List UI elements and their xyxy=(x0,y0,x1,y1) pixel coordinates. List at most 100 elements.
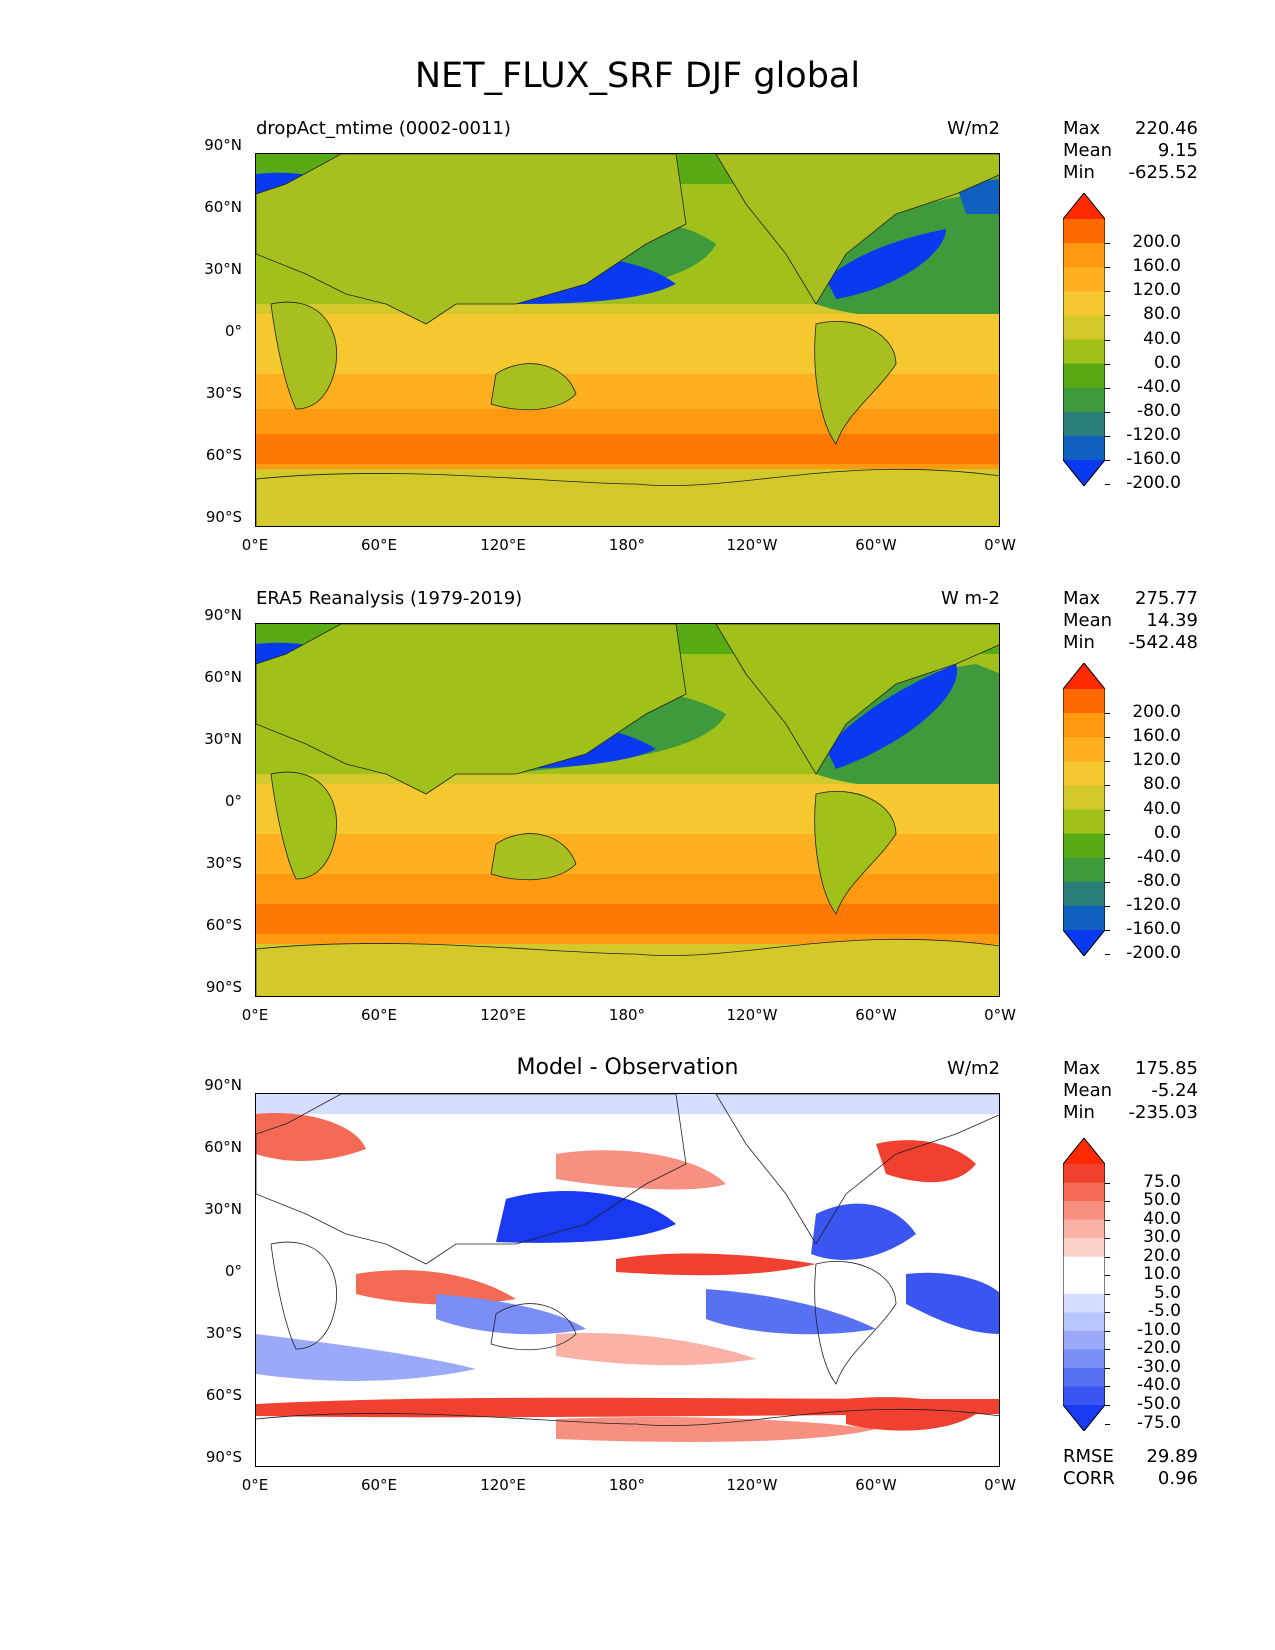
figure-title: NET_FLUX_SRF DJF global xyxy=(414,56,861,96)
lat-label: 60°S xyxy=(205,446,242,464)
lat-label: 60°N xyxy=(204,198,242,216)
rmse-label: RMSE xyxy=(1063,1446,1114,1467)
stat-min: -235.03 xyxy=(1128,1102,1198,1123)
panel-units: W m-2 xyxy=(940,588,1000,609)
colorbar-extend-min xyxy=(1063,1405,1105,1431)
colorbar-label: 160.0 xyxy=(1132,256,1181,277)
colorbar-tick xyxy=(1105,1275,1110,1277)
colorbar-tick xyxy=(1105,1330,1110,1332)
colorbar-tick xyxy=(1105,1349,1110,1351)
colorbar-tick xyxy=(1105,291,1110,293)
colorbar-tick xyxy=(1105,243,1110,245)
lon-label: 0°W xyxy=(984,1476,1016,1494)
colorbar-label: 5.0 xyxy=(1153,1282,1181,1303)
colorbar-label: 50.0 xyxy=(1143,1190,1181,1211)
colorbar-tick xyxy=(1105,833,1110,835)
colorbar-segment xyxy=(1063,761,1105,786)
colorbar-segment xyxy=(1063,411,1105,437)
colorbar-tick xyxy=(1105,930,1110,931)
map-difference-field xyxy=(256,1094,999,1466)
colorbar-label: 160.0 xyxy=(1132,726,1181,747)
panel-model: dropAct_mtime (0002-0011) W/m2 xyxy=(0,118,1275,588)
map-model xyxy=(255,153,1000,527)
stat-min-label: Min xyxy=(1063,162,1095,183)
colorbar-tick xyxy=(1105,1182,1110,1184)
colorbar-tick xyxy=(1105,1405,1110,1406)
lat-label: 90°N xyxy=(204,1076,242,1094)
colorbar-tick xyxy=(1105,761,1110,763)
colorbar-segment xyxy=(1063,1238,1105,1258)
error-stats: RMSE 29.89 CORR 0.96 xyxy=(1063,1446,1198,1490)
lat-label: 60°S xyxy=(205,916,242,934)
stat-mean: -5.24 xyxy=(1151,1080,1198,1101)
colorbar-label: -75.0 xyxy=(1137,1412,1181,1433)
colorbar-segment xyxy=(1063,785,1105,810)
colorbar-label: -5.0 xyxy=(1147,1301,1181,1322)
colorbar-segment xyxy=(1063,387,1105,413)
lat-label: 30°S xyxy=(205,1324,242,1342)
colorbar-segment xyxy=(1063,1312,1105,1332)
colorbar-extend-max xyxy=(1063,1138,1105,1164)
colorbar-label: 40.0 xyxy=(1143,328,1181,349)
colorbar-label: 120.0 xyxy=(1132,280,1181,301)
colorbar-tick xyxy=(1105,905,1110,907)
colorbar-label: 200.0 xyxy=(1132,702,1181,723)
lon-label: 0°E xyxy=(241,536,269,554)
colorbar-segment xyxy=(1063,1330,1105,1350)
panel-observation: ERA5 Reanalysis (1979-2019) W m-2 90°N 6… xyxy=(0,588,1275,1058)
colorbar-tick xyxy=(1105,1386,1110,1388)
colorbar-segment xyxy=(1063,833,1105,859)
colorbar-tick xyxy=(1105,435,1110,437)
lon-label: 60°W xyxy=(855,1006,897,1024)
map-observation xyxy=(255,623,1000,997)
colorbar-label: 40.0 xyxy=(1143,1208,1181,1229)
stat-max-label: Max xyxy=(1063,588,1101,609)
colorbar-tick xyxy=(1105,363,1110,365)
lon-label: 120°W xyxy=(726,536,778,554)
lon-label: 60°E xyxy=(360,1006,398,1024)
corr-value: 0.96 xyxy=(1157,1468,1198,1489)
colorbar-label: 30.0 xyxy=(1143,1227,1181,1248)
lon-label: 120°E xyxy=(480,536,526,554)
colorbar-tick xyxy=(1105,1312,1110,1314)
colorbar-segment xyxy=(1063,291,1105,316)
colorbar-segment xyxy=(1063,1256,1105,1276)
lon-label: 120°W xyxy=(726,1476,778,1494)
panel-units: W/m2 xyxy=(947,1058,1000,1079)
map-observation-field xyxy=(256,624,999,996)
colorbar-label: 0.0 xyxy=(1153,822,1181,843)
map-difference xyxy=(255,1093,1000,1467)
stat-min-label: Min xyxy=(1063,1102,1095,1123)
colorbar: 200.0 160.0 120.0 80.0 40.0 0.0 -40.0 -80.0 -120… xyxy=(1063,663,1181,963)
colorbar-segment xyxy=(1063,857,1105,883)
colorbar-label: -200.0 xyxy=(1126,943,1181,964)
colorbar-extend-max xyxy=(1063,193,1105,219)
colorbar-label: -40.0 xyxy=(1137,846,1181,867)
colorbar: 75.0 50.0 40.0 30.0 20.0 10.0 5.0 -5.0 -10.0 -20.… xyxy=(1063,1138,1181,1433)
lon-label: 60°W xyxy=(855,1476,897,1494)
colorbar-segment xyxy=(1063,1219,1105,1239)
lat-label: 0° xyxy=(224,322,242,340)
lon-label: 0°E xyxy=(241,1006,269,1024)
colorbar-label: -80.0 xyxy=(1137,400,1181,421)
corr-label: CORR xyxy=(1063,1468,1115,1489)
panel-title: ERA5 Reanalysis (1979-2019) xyxy=(256,588,523,609)
colorbar: 200.0 160.0 120.0 80.0 40.0 0.0 -40.0 -80.0 -120… xyxy=(1063,193,1181,493)
colorbar-segment xyxy=(1063,905,1105,931)
panel-stats: Max 275.77 Mean 14.39 Min -542.48 xyxy=(1063,588,1198,654)
colorbar-extend-min xyxy=(1063,930,1105,956)
colorbar-label: 200.0 xyxy=(1132,232,1181,253)
panel-units: W/m2 xyxy=(947,118,1000,139)
colorbar-segment xyxy=(1063,1349,1105,1369)
colorbar-graphic xyxy=(1063,193,1105,486)
colorbar-label: -120.0 xyxy=(1126,424,1181,445)
colorbar-segment xyxy=(1063,737,1105,762)
colorbar-tick xyxy=(1105,713,1110,715)
colorbar-label: 10.0 xyxy=(1143,1264,1181,1285)
lat-label: 30°N xyxy=(204,1200,242,1218)
colorbar-tick xyxy=(1105,387,1110,389)
colorbar-tick xyxy=(1105,1201,1110,1203)
lat-label: 90°N xyxy=(204,136,242,154)
stat-min-label: Min xyxy=(1063,632,1095,653)
lon-label: 180° xyxy=(608,1476,646,1494)
